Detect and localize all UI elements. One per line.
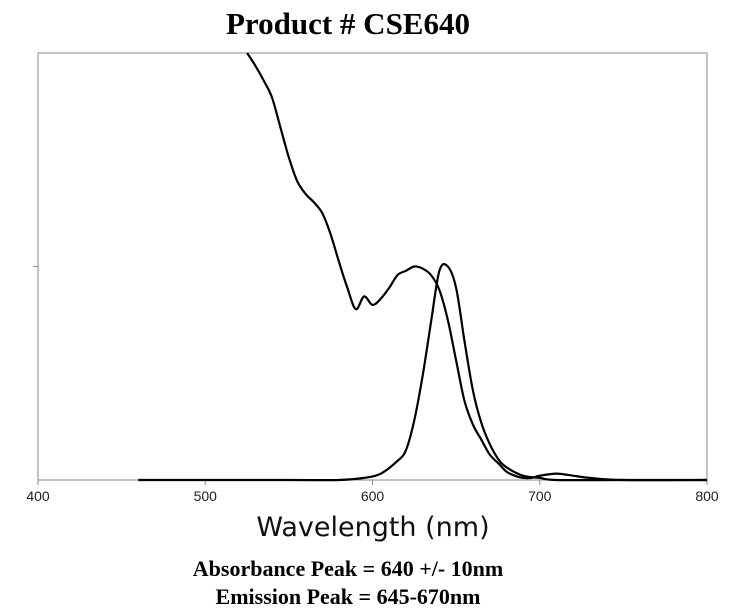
series-lines xyxy=(138,52,708,482)
x-tick-label: 600 xyxy=(361,488,385,504)
x-axis-label: Wavelength (nm) xyxy=(256,512,490,543)
chart-title: Product # CSE640 xyxy=(225,6,470,41)
axis-ticks: 400 500 600 700 800 xyxy=(26,266,719,504)
absorbance-peak-note: Absorbance Peak = 640 +/- 10nm xyxy=(192,556,504,581)
x-tick-label: 800 xyxy=(695,488,719,504)
x-tick-label: 500 xyxy=(194,488,218,504)
absorbance-series-line xyxy=(246,52,708,482)
emission-series-line xyxy=(138,263,707,482)
x-tick-label: 700 xyxy=(528,488,552,504)
x-tick-label: 400 xyxy=(26,488,50,504)
emission-peak-note: Emission Peak = 645-670nm xyxy=(215,584,481,609)
plot-area-frame xyxy=(37,52,708,481)
